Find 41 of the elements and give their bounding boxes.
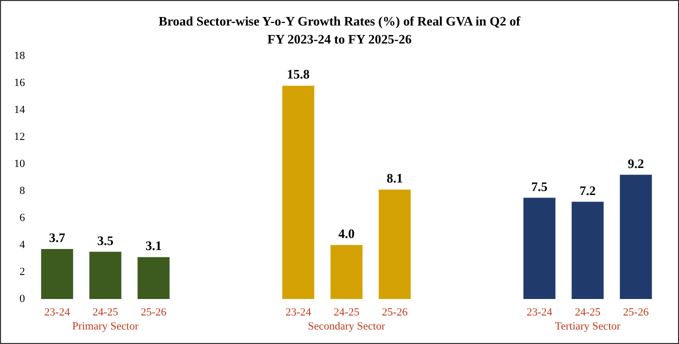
bar <box>41 249 74 299</box>
bar <box>330 245 362 299</box>
data-label: 3.7 <box>48 230 66 246</box>
text: Tertiary Sector <box>554 320 621 332</box>
data-label: 3.5 <box>97 232 114 248</box>
bar <box>620 174 652 299</box>
data-label: 4.0 <box>338 226 355 241</box>
x-tick-label: 23-24 <box>285 306 312 318</box>
y-tick-label: 18 <box>14 50 26 62</box>
data-label: 15.8 <box>286 66 310 82</box>
x-tick-label: 25-26 <box>140 306 167 318</box>
x-tick-label: 25-26 <box>623 306 650 318</box>
text: Primary Sector <box>72 320 139 332</box>
x-tick-label: 24-25 <box>92 306 119 318</box>
y-tick-label: 8 <box>20 185 26 197</box>
x-tick-label: 25-26 <box>382 306 408 318</box>
y-tick-label: 0 <box>20 293 26 305</box>
x-tick-label: 23-24 <box>526 306 553 318</box>
y-tick-label: 4 <box>20 239 26 251</box>
y-tick-label: 16 <box>14 77 26 89</box>
y-tick-label: 2 <box>20 266 25 278</box>
y-tick-label: 6 <box>20 212 26 224</box>
data-label: 3.1 <box>145 238 162 254</box>
x-tick-label: 24-25 <box>574 306 601 318</box>
bar <box>523 198 556 299</box>
chart-title: Broad Sector-wise Y-o-Y Growth Rates (%) of Real GVA in Q2 of FY 2023-24 to FY 2025-26 <box>158 14 522 46</box>
y-tick-label: 14 <box>14 104 26 116</box>
y-tick-label: 12 <box>14 131 25 143</box>
text: Secondary Sector <box>308 320 386 332</box>
data-label: 9.2 <box>628 156 644 171</box>
bar <box>138 257 170 299</box>
bar <box>378 190 411 299</box>
data-label: 8.1 <box>386 170 403 186</box>
bar <box>572 202 604 299</box>
bar <box>89 252 122 299</box>
x-tick-label: 23-24 <box>44 306 70 318</box>
bar <box>282 86 314 299</box>
y-tick-label: 10 <box>14 158 26 170</box>
data-label: 7.2 <box>580 182 596 198</box>
x-tick-label: 24-25 <box>334 306 360 318</box>
data-label: 7.5 <box>531 178 548 194</box>
